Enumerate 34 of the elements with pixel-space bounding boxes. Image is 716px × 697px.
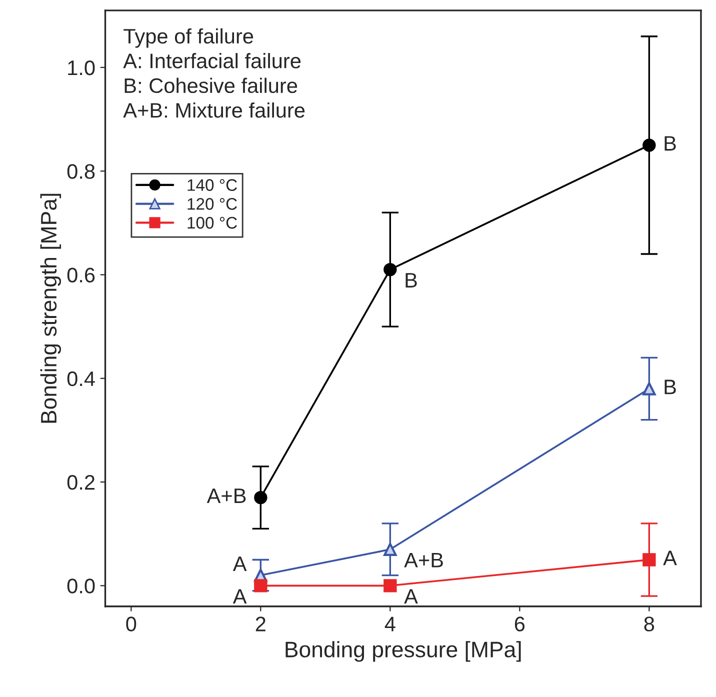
annotation: A (404, 589, 418, 604)
x-tick-label: 8 (644, 616, 654, 632)
point (384, 579, 397, 592)
y-tick-label: 0.0 (67, 578, 95, 594)
annotation: A (663, 550, 677, 566)
y-tick-label: 0.4 (67, 371, 95, 386)
y-tick-label: 1.0 (68, 60, 95, 76)
legend-label: 100 °C (188, 216, 237, 229)
point (384, 542, 397, 556)
x-tick-label: 0 (126, 616, 136, 632)
point (642, 138, 656, 152)
y-tick-label: 0.2 (67, 475, 94, 490)
annotation: A (232, 589, 247, 604)
legend-label: 120 °C (188, 198, 237, 210)
point (384, 262, 397, 276)
annotation: B (406, 273, 417, 288)
point (642, 553, 656, 566)
point (642, 382, 656, 396)
point (254, 579, 268, 592)
x-tick-label: 4 (384, 616, 396, 632)
point (254, 490, 268, 504)
annotation: A+B (404, 552, 443, 568)
annotation: B (664, 380, 676, 394)
annotation: Type of failure A: Interfacial failure B: Cohesive failure A+B: Mixture failure (123, 28, 305, 118)
x-tick-label: 6 (514, 616, 525, 632)
legend-label: 140 °C (188, 179, 237, 191)
y-tick-label: 0.6 (67, 268, 95, 282)
x-axis-title: Bonding pressure [MPa] (286, 641, 521, 662)
y-axis-title: Bonding strength [MPa] (40, 194, 62, 423)
annotation: B (664, 136, 676, 151)
x-tick-label: 2 (256, 616, 266, 632)
annotation: A (232, 556, 247, 571)
annotation: A+B (206, 488, 246, 503)
y-tick-label: 0.8 (67, 164, 95, 179)
